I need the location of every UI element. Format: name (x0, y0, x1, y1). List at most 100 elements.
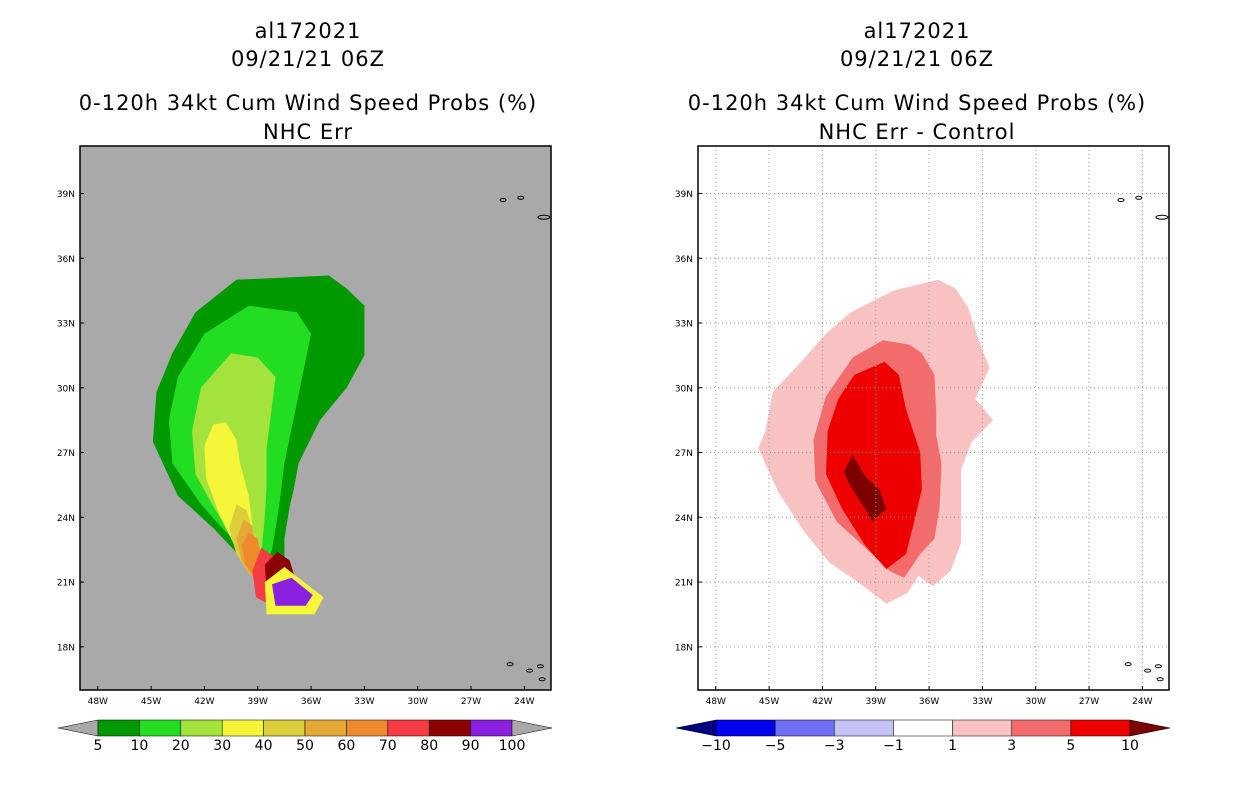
y-tick-label: 24N (675, 514, 693, 524)
colorbar-swatch (180, 719, 223, 737)
colorbar (675, 719, 1171, 737)
colorbar-swatch (263, 719, 306, 737)
left-panel: al172021 09/21/21 06Z 0-120h 34kt Cum Wi… (57, 19, 553, 754)
y-tick-label: 36N (675, 255, 693, 265)
island-outline (506, 662, 514, 667)
island-outline (517, 195, 525, 200)
forecast-time: 09/21/21 06Z (839, 47, 995, 71)
colorbar-label: 90 (462, 738, 480, 754)
x-tick-label: 33W (972, 697, 992, 707)
colorbar-swatch (304, 719, 347, 737)
y-tick-label: 30N (675, 384, 693, 394)
colorbar-label: 70 (379, 738, 397, 754)
colorbar-swatch (774, 719, 835, 737)
contour-level-5 (826, 361, 922, 570)
coastlines (499, 195, 551, 682)
forecast-time: 09/21/21 06Z (230, 47, 386, 71)
island-outline (526, 668, 534, 673)
island-outline (1154, 664, 1162, 669)
coastlines (1117, 195, 1169, 682)
colorbar-label: 100 (499, 738, 526, 754)
y-tick-label: 39N (57, 190, 75, 200)
island-outline (1135, 195, 1143, 200)
island-outline (499, 197, 507, 202)
y-tick-label: 30N (57, 384, 75, 394)
x-tick-label: 30W (408, 697, 428, 707)
island-outline (1155, 214, 1169, 220)
x-tick-label: 33W (354, 697, 374, 707)
colorbar (57, 719, 553, 737)
colorbar-label: −1 (883, 738, 904, 754)
colorbar-label: 10 (130, 738, 148, 754)
colorbar-swatch (221, 719, 264, 737)
x-tick-label: 36W (301, 697, 321, 707)
y-tick-label: 33N (675, 320, 693, 330)
island-outline (1124, 662, 1132, 667)
y-tick-label: 36N (57, 255, 75, 265)
island-outline (1144, 668, 1152, 673)
y-tick-label: 39N (675, 190, 693, 200)
island-outline (1156, 677, 1164, 682)
x-tick-label: 39W (866, 697, 886, 707)
map-frame (697, 145, 1170, 691)
colorbar-swatch (139, 719, 182, 737)
difference-map: 48W 45W 42W 39W 36W 33W 30W 27W 24W 39N 36N 33N 30N 2… (675, 145, 1171, 754)
island-outline (537, 214, 551, 220)
product-title: 0-120h 34kt Cum Wind Speed Probs (%) (78, 91, 538, 115)
x-tick-label: 36W (919, 697, 939, 707)
y-tick-label: 33N (57, 320, 75, 330)
x-tick-label: 27W (1079, 697, 1099, 707)
colorbar-swatch (428, 719, 471, 737)
contour-level-10 (843, 454, 887, 522)
x-tick-label: 42W (194, 697, 214, 707)
colorbar-extend-low (57, 719, 99, 737)
colorbar-swatch (387, 719, 430, 737)
colorbar-label: 60 (337, 738, 355, 754)
colorbar-label: 10 (1121, 738, 1139, 754)
colorbar-swatch (715, 719, 776, 737)
island-outline (1117, 197, 1125, 202)
tick-marks (698, 192, 1143, 690)
y-tick-label: 18N (57, 643, 75, 653)
colorbar-swatch (346, 719, 389, 737)
colorbar-label: −10 (701, 738, 731, 754)
colorbar-extend-high (1129, 719, 1171, 737)
contour-layers (152, 275, 365, 615)
x-tick-label: 30W (1026, 697, 1046, 707)
island-outline (536, 664, 544, 669)
colorbar-swatch (834, 719, 894, 737)
x-tick-label: 42W (812, 697, 832, 707)
colorbar-swatch (97, 719, 140, 737)
colorbar-label: 30 (213, 738, 231, 754)
colorbar-label: 20 (172, 738, 190, 754)
colorbar-label: 40 (255, 738, 273, 754)
colorbar-label: 1 (948, 738, 957, 754)
colorbar-label: 5 (1066, 738, 1075, 754)
contour-level-100 (272, 577, 313, 606)
colorbar-label: 5 (94, 738, 103, 754)
colorbar-swatch (952, 719, 1012, 737)
colorbar-label: 80 (420, 738, 438, 754)
x-tick-label: 48W (88, 697, 108, 707)
storm-id: al172021 (863, 19, 971, 43)
x-tick-label: 24W (1132, 697, 1152, 707)
x-tick-label: 24W (514, 697, 534, 707)
colorbar-extend-low (675, 719, 717, 737)
storm-id: al172021 (254, 19, 362, 43)
colorbar-swatch (470, 719, 513, 737)
y-tick-label: 18N (675, 643, 693, 653)
map-frame (79, 145, 552, 691)
grid-lines (698, 146, 1169, 690)
x-tick-label: 39W (248, 697, 268, 707)
y-tick-label: 21N (57, 579, 75, 589)
island-outline (538, 677, 546, 682)
colorbar-swatch (1011, 719, 1072, 737)
right-panel: al172021 09/21/21 06Z 0-120h 34kt Cum Wi… (618, 0, 1236, 800)
colorbar-label: 3 (1007, 738, 1016, 754)
tick-marks (80, 192, 525, 690)
colorbar-label: −5 (765, 738, 786, 754)
y-tick-label: 21N (675, 579, 693, 589)
product-title: 0-120h 34kt Cum Wind Speed Probs (%) (687, 91, 1147, 115)
product-subtitle: NHC Err (262, 120, 353, 144)
colorbar-swatch (893, 719, 953, 737)
